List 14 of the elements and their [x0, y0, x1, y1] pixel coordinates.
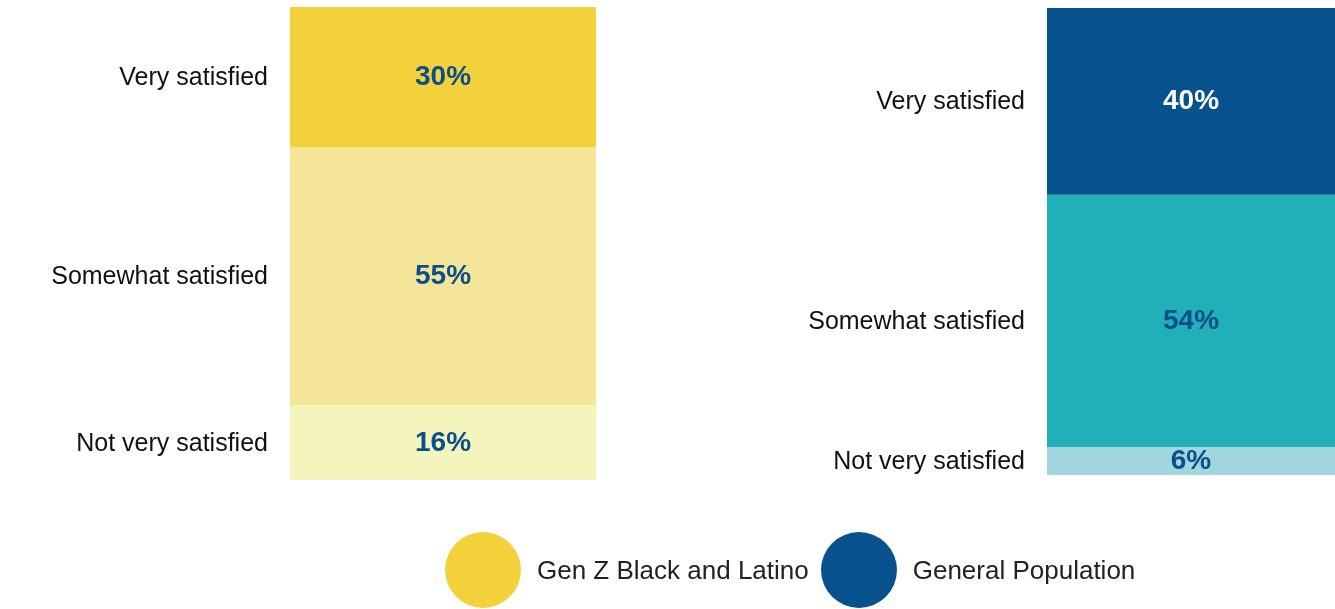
text: General Population — [912, 554, 1136, 586]
data-label: 55% — [414, 259, 472, 291]
data-label: 40% — [1162, 84, 1220, 116]
series-label: Not very satisfied — [833, 445, 1025, 474]
series-label: Very satisfied — [119, 62, 268, 91]
data-label: 6% — [1170, 443, 1212, 475]
data-label: 30% — [414, 60, 472, 92]
data-label: 54% — [1162, 303, 1220, 335]
series-label: Not very satisfied — [76, 427, 268, 456]
text: Gen Z Black and Latino — [537, 554, 809, 586]
series-label: Somewhat satisfied — [808, 305, 1025, 334]
series-label: Very satisfied — [876, 86, 1025, 115]
series-label: Somewhat satisfied — [51, 261, 268, 290]
data-label: 16% — [414, 425, 472, 457]
